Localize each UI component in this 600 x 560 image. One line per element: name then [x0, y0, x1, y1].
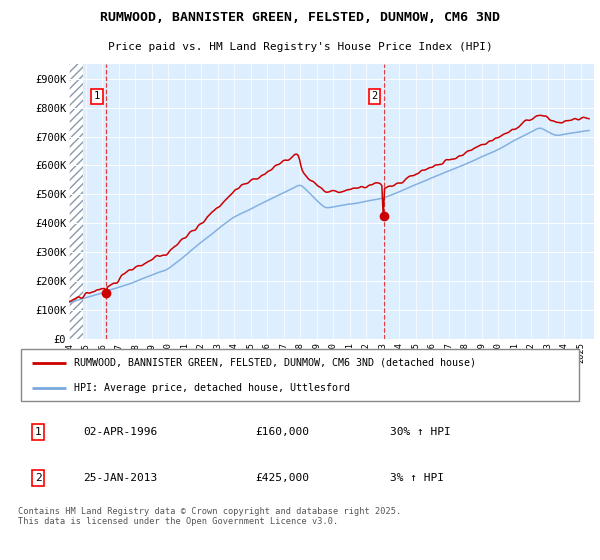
Text: 1: 1 — [94, 91, 100, 101]
FancyBboxPatch shape — [21, 349, 579, 401]
Text: RUMWOOD, BANNISTER GREEN, FELSTED, DUNMOW, CM6 3ND (detached house): RUMWOOD, BANNISTER GREEN, FELSTED, DUNMO… — [74, 358, 476, 368]
Text: £160,000: £160,000 — [255, 427, 309, 437]
Text: RUMWOOD, BANNISTER GREEN, FELSTED, DUNMOW, CM6 3ND: RUMWOOD, BANNISTER GREEN, FELSTED, DUNMO… — [100, 11, 500, 24]
Text: Contains HM Land Registry data © Crown copyright and database right 2025.
This d: Contains HM Land Registry data © Crown c… — [18, 507, 401, 526]
Text: 30% ↑ HPI: 30% ↑ HPI — [390, 427, 451, 437]
Text: 1: 1 — [35, 427, 41, 437]
Text: 2: 2 — [35, 473, 41, 483]
Text: Price paid vs. HM Land Registry's House Price Index (HPI): Price paid vs. HM Land Registry's House … — [107, 42, 493, 52]
Text: 2: 2 — [371, 91, 378, 101]
Text: 02-APR-1996: 02-APR-1996 — [83, 427, 157, 437]
Text: 25-JAN-2013: 25-JAN-2013 — [83, 473, 157, 483]
Text: £425,000: £425,000 — [255, 473, 309, 483]
Bar — [69, 64, 83, 339]
Text: 3% ↑ HPI: 3% ↑ HPI — [390, 473, 444, 483]
Text: HPI: Average price, detached house, Uttlesford: HPI: Average price, detached house, Uttl… — [74, 382, 350, 393]
